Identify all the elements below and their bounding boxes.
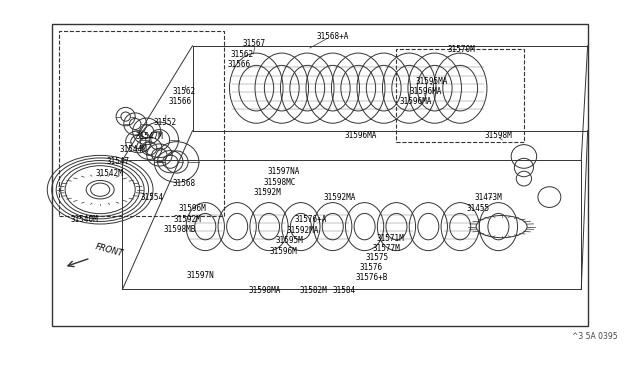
Text: 31592M: 31592M [253, 188, 281, 197]
Text: 31568+A: 31568+A [317, 32, 349, 41]
Text: 31596MA: 31596MA [409, 87, 442, 96]
Bar [52, 23, 588, 326]
Text: 31584: 31584 [333, 286, 356, 295]
Text: FRONT: FRONT [94, 242, 124, 258]
Text: 31592MA: 31592MA [287, 226, 319, 235]
Text: 31554: 31554 [140, 193, 163, 202]
Text: 31598MC: 31598MC [264, 178, 296, 187]
Text: 31571M: 31571M [376, 234, 404, 243]
Text: 31566: 31566 [228, 60, 251, 70]
Text: 31592MA: 31592MA [323, 193, 356, 202]
Text: 31596MA: 31596MA [399, 97, 432, 106]
Text: 31542M: 31542M [96, 169, 124, 177]
Text: 31455: 31455 [467, 204, 490, 214]
Bar [396, 49, 524, 142]
Text: 31473M: 31473M [474, 193, 502, 202]
Text: 31547: 31547 [106, 157, 130, 166]
Text: 31598MA: 31598MA [248, 286, 281, 295]
Text: 31562: 31562 [172, 87, 195, 96]
Text: 31595M: 31595M [275, 236, 303, 245]
Bar [59, 31, 225, 215]
Text: 31566: 31566 [169, 97, 192, 106]
Text: 31598MB: 31598MB [164, 225, 196, 234]
Text: 31582M: 31582M [300, 286, 327, 295]
Text: 31598M: 31598M [484, 131, 512, 140]
Text: 31576: 31576 [360, 263, 383, 272]
Text: 31597NA: 31597NA [268, 167, 300, 176]
Text: 31596M: 31596M [269, 247, 297, 256]
Text: 31595MA: 31595MA [415, 77, 448, 86]
Text: 31567: 31567 [243, 39, 266, 48]
Text: 31547M: 31547M [135, 132, 163, 141]
Text: 31568: 31568 [172, 179, 195, 187]
Text: 31575: 31575 [366, 253, 389, 263]
Text: 31540M: 31540M [70, 215, 98, 224]
Text: 31576+B: 31576+B [355, 273, 387, 282]
Text: 31596MA: 31596MA [344, 131, 376, 140]
Text: 31544M: 31544M [119, 145, 147, 154]
Text: ^3 5A 0395: ^3 5A 0395 [572, 332, 618, 341]
Text: 31592M: 31592M [173, 215, 201, 224]
Text: 31577M: 31577M [372, 244, 400, 253]
Text: 31552: 31552 [153, 118, 176, 127]
Text: 31576+A: 31576+A [294, 215, 327, 224]
Text: 31597N: 31597N [186, 271, 214, 280]
Text: 31570M: 31570M [447, 45, 475, 54]
Text: 31596M: 31596M [179, 204, 206, 214]
Text: 31562: 31562 [231, 51, 254, 60]
